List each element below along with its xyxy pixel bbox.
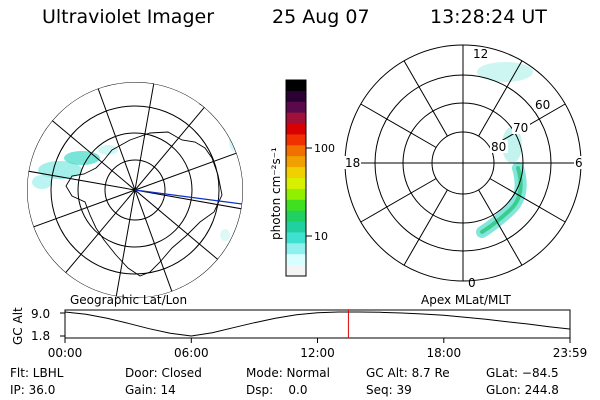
y-tick-label-min: 1.8 [31,329,50,343]
orbit-ylabel: GC Alt [11,307,25,345]
colorbar-band [286,123,306,136]
geographic-map [27,82,243,298]
x-tick-label: 23:59 [553,346,588,360]
mlt-spoke [360,103,437,148]
orbit-track [134,189,243,206]
orbit-plot-frame [64,309,571,339]
mlt-label-18: 18 [345,156,360,170]
mlt-spoke [478,60,523,137]
colorbar-band [286,188,306,201]
mlt-label-6: 6 [575,156,583,170]
colorbar-band [286,134,306,146]
colorbar-tick-100: 100 [314,142,335,155]
colorbar-band [286,80,306,92]
x-tick-label: 00:00 [48,346,83,360]
colorbar: 100 10 photon cm⁻²s⁻¹ [269,79,335,277]
mlt-spoke [360,178,437,223]
mlt-spoke [403,60,448,137]
colorbar-band [286,167,306,179]
x-tick-label: 18:00 [427,346,462,360]
aurora-emission-left [32,128,241,241]
y-tick-label-max: 9.0 [31,307,50,321]
mode-info: Mode: Normal [246,366,330,380]
colorbar-tick-10: 10 [314,230,328,243]
colorbar-band [286,90,306,103]
mlt-spoke [489,178,566,223]
colorbar-unit: photon cm⁻²s⁻¹ [269,147,283,240]
mlt-spoke [403,189,448,266]
coastline [65,131,223,277]
dsp-info: Dsp: 0.0 [246,383,308,397]
colorbar-band [286,265,306,277]
glon-info: GLon: 244.8 [486,383,559,397]
mlt-spoke [478,189,523,266]
glat-info: GLat: −84.5 [486,366,559,380]
app-title: Ultraviolet Imager [42,6,215,28]
colorbar-band [286,145,306,157]
x-tick-label: 06:00 [174,346,209,360]
mlat-label-60: 60 [535,98,550,112]
colorbar-band [286,210,306,223]
altitude-curve [64,311,570,337]
date-label: 25 Aug 07 [272,6,370,28]
colorbar-band [286,254,306,266]
colorbar-band [286,112,306,125]
filter-info: Flt: LBHL [10,366,64,380]
colorbar-band [286,243,306,255]
colorbar-band [286,156,306,168]
colorbar-band [286,178,306,190]
mlat-label-80: 80 [491,140,506,154]
mlt-label-12: 12 [473,47,488,61]
gain-info: Gain: 14 [125,383,176,397]
time-label: 13:28:24 UT [430,6,547,28]
ip-info: IP: 36.0 [10,383,56,397]
x-tick-label: 12:00 [300,346,335,360]
geographic-caption: Geographic Lat/Lon [70,293,187,307]
door-info: Door: Closed [125,366,202,380]
colorbar-band [286,101,306,114]
gcalt-info: GC Alt: 8.7 Re [366,366,450,380]
mlt-label-0: 0 [468,276,476,290]
mlat-label-70: 70 [513,121,528,135]
colorbar-band [286,199,306,212]
colorbar-band [286,221,306,234]
magnetic-caption: Apex MLat/MLT [421,293,511,307]
colorbar-band [286,232,306,244]
seq-info: Seq: 39 [366,383,412,397]
orbit-plot: GC Alt 9.0 1.8 00:00 06:00 12:00 18:00 23:59 [11,307,587,360]
magnetic-map: 12 0 18 6 60 70 80 [343,44,584,290]
